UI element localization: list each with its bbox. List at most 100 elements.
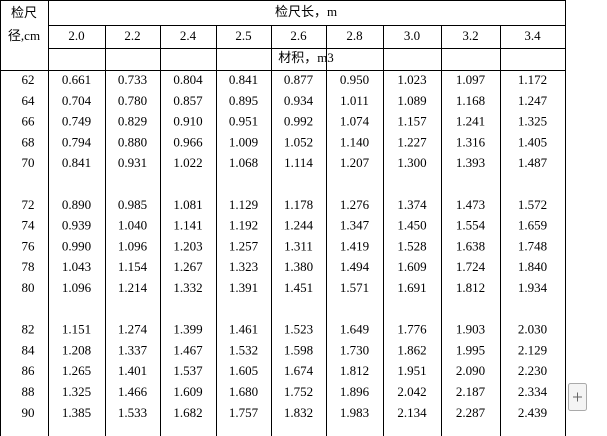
volume-value: 1.532 — [229, 342, 258, 357]
volume-value: 1.214 — [118, 280, 148, 295]
volume-value: 1.276 — [340, 197, 370, 212]
volume-value: 1.674 — [284, 363, 314, 378]
diameter-value: 88 — [22, 384, 35, 399]
length-value: 2.6 — [290, 28, 307, 43]
volume-value: 1.649 — [340, 322, 369, 337]
add-button[interactable] — [568, 383, 587, 411]
volume-value: 1.323 — [229, 259, 258, 274]
volume-value: 0.931 — [118, 155, 147, 170]
volume-value: 0.910 — [173, 114, 202, 129]
diameter-value: 66 — [22, 114, 36, 129]
volume-value: 1.391 — [229, 280, 258, 295]
volume-value: 1.168 — [456, 93, 485, 108]
volume-value: 1.247 — [518, 93, 548, 108]
volume-value: 1.494 — [340, 259, 370, 274]
volume-value: 1.022 — [173, 155, 202, 170]
volume-value: 1.203 — [173, 238, 202, 253]
volume-value: 1.337 — [118, 342, 148, 357]
volume-value: 1.325 — [518, 114, 547, 129]
volume-value: 1.605 — [229, 363, 258, 378]
volume-value: 0.950 — [340, 72, 369, 87]
volume-value: 1.043 — [62, 259, 91, 274]
volume-value: 1.450 — [397, 218, 426, 233]
diameter-value: 76 — [22, 238, 36, 253]
volume-value: 1.983 — [340, 405, 369, 420]
volume-value: 1.572 — [518, 197, 547, 212]
diameter-value: 84 — [22, 342, 36, 357]
volume-value: 1.192 — [229, 218, 258, 233]
volume-value: 1.074 — [340, 114, 370, 129]
volume-value: 1.172 — [518, 72, 547, 87]
volume-value: 1.862 — [397, 342, 426, 357]
volume-label: 材积，m3 — [278, 50, 334, 65]
volume-value: 2.042 — [397, 384, 426, 399]
volume-value: 0.841 — [229, 72, 258, 87]
diameter-value: 62 — [22, 72, 35, 87]
volume-value: 1.533 — [118, 405, 147, 420]
volume-value: 0.794 — [62, 134, 92, 149]
volume-value: 1.405 — [518, 134, 547, 149]
length-value: 2.4 — [180, 28, 197, 43]
volume-value: 1.265 — [62, 363, 91, 378]
volume-value: 0.890 — [62, 197, 91, 212]
volume-value: 1.009 — [229, 134, 258, 149]
volume-value: 1.752 — [284, 384, 313, 399]
volume-value: 1.812 — [340, 363, 369, 378]
diameter-value: 68 — [22, 134, 35, 149]
volume-value: 2.187 — [456, 384, 486, 399]
volume-value: 1.724 — [456, 259, 486, 274]
volume-value: 1.332 — [173, 280, 202, 295]
volume-value: 2.030 — [518, 322, 547, 337]
volume-value: 1.257 — [229, 238, 259, 253]
volume-value: 1.609 — [397, 259, 426, 274]
volume-value: 1.300 — [397, 155, 426, 170]
volume-value: 1.151 — [62, 322, 91, 337]
volume-value: 0.880 — [118, 134, 147, 149]
volume-value: 1.393 — [456, 155, 485, 170]
volume-value: 1.896 — [340, 384, 370, 399]
volume-value: 1.385 — [62, 405, 91, 420]
volume-value: 0.829 — [118, 114, 147, 129]
volume-value: 1.419 — [340, 238, 369, 253]
volume-value: 0.985 — [118, 197, 147, 212]
volume-value: 1.374 — [397, 197, 427, 212]
diameter-value: 70 — [22, 155, 35, 170]
length-label: 检尺长，m — [275, 4, 337, 19]
volume-value: 1.682 — [173, 405, 202, 420]
volume-value: 1.995 — [456, 342, 485, 357]
volume-value: 2.129 — [518, 342, 547, 357]
volume-value: 1.451 — [284, 280, 313, 295]
length-value: 3.2 — [462, 28, 478, 43]
volume-value: 1.399 — [173, 322, 202, 337]
volume-value: 1.680 — [229, 384, 258, 399]
volume-value: 1.951 — [397, 363, 426, 378]
length-value: 2.8 — [346, 28, 362, 43]
volume-value: 1.757 — [229, 405, 259, 420]
length-value: 3.0 — [404, 28, 420, 43]
volume-value: 1.227 — [397, 134, 427, 149]
volume-value: 1.748 — [518, 238, 547, 253]
volume-value: 2.287 — [456, 405, 486, 420]
volume-value: 1.140 — [340, 134, 369, 149]
volume-value: 1.011 — [340, 93, 369, 108]
length-value: 2.5 — [235, 28, 251, 43]
volume-value: 0.841 — [62, 155, 91, 170]
volume-value: 1.730 — [340, 342, 369, 357]
volume-value: 0.804 — [173, 72, 203, 87]
diameter-value: 80 — [22, 280, 35, 295]
volume-value: 1.609 — [173, 384, 202, 399]
volume-value: 1.052 — [284, 134, 313, 149]
volume-value: 1.267 — [173, 259, 203, 274]
volume-value: 2.334 — [518, 384, 548, 399]
volume-value: 1.473 — [456, 197, 485, 212]
volume-value: 1.089 — [397, 93, 426, 108]
volume-value: 1.157 — [397, 114, 427, 129]
volume-value: 1.311 — [284, 238, 313, 253]
volume-value: 1.840 — [518, 259, 547, 274]
length-value: 2.0 — [68, 28, 84, 43]
diameter-value: 86 — [22, 363, 36, 378]
volume-value: 2.134 — [397, 405, 427, 420]
volume-value: 0.939 — [62, 218, 91, 233]
volume-value: 0.661 — [62, 72, 91, 87]
diameter-label: 径,cm — [8, 28, 40, 43]
